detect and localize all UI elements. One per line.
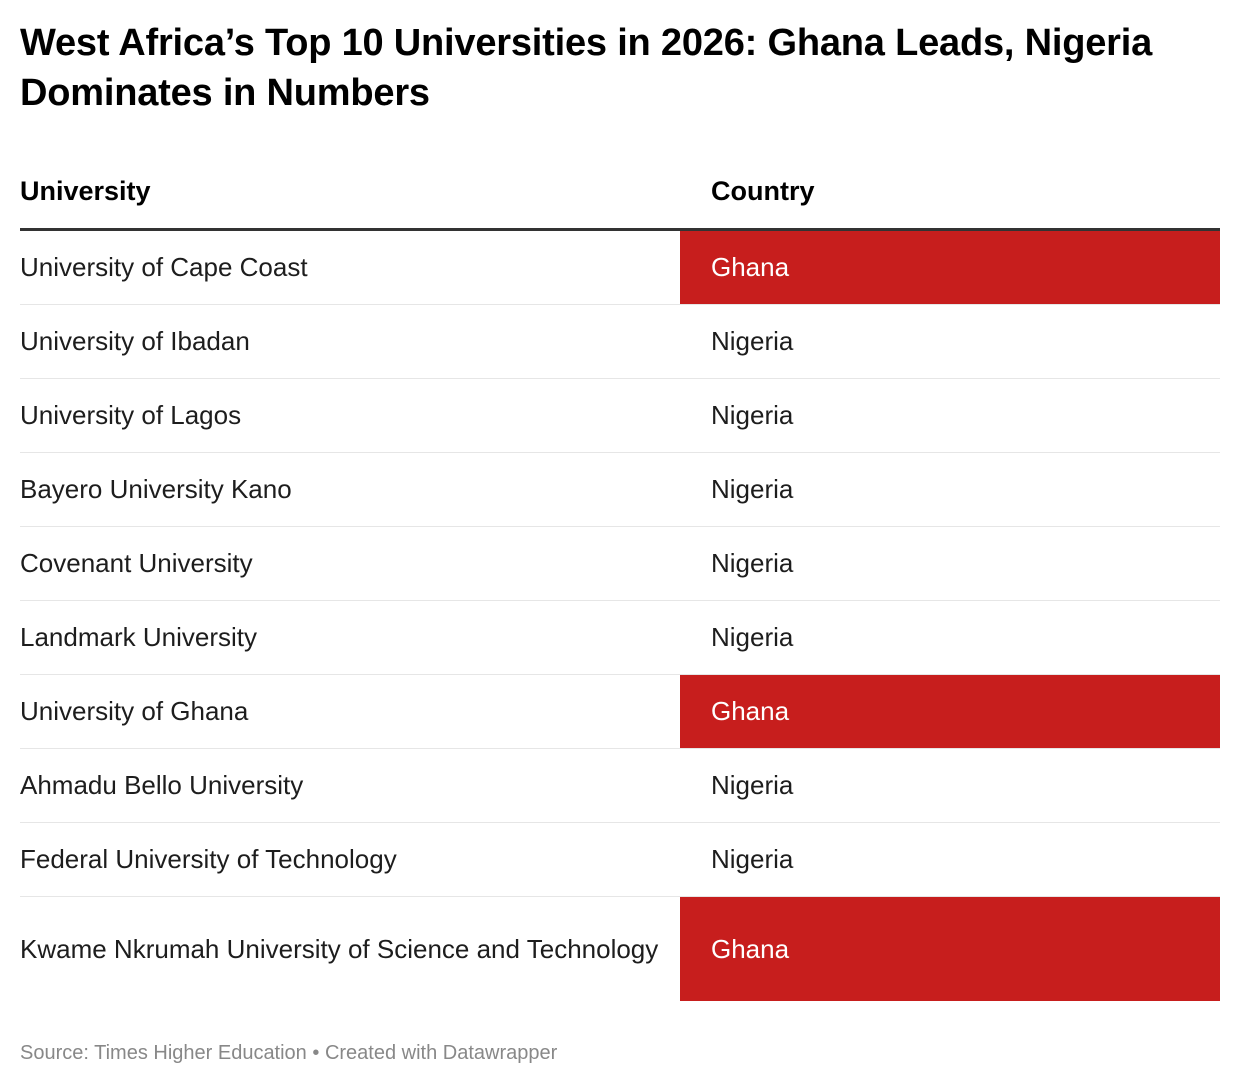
table-row: University of Ghana Ghana (20, 675, 1220, 749)
country-cell: Nigeria (711, 770, 794, 800)
footer-separator: • (312, 1042, 320, 1064)
chart-title: West Africa’s Top 10 Universities in 202… (20, 22, 1153, 114)
university-cell: Bayero University Kano (20, 474, 292, 504)
university-cell: University of Lagos (20, 400, 242, 430)
table-row: University of Lagos Nigeria (20, 379, 1220, 453)
table-row: Ahmadu Bello University Nigeria (20, 749, 1220, 823)
university-cell: Ahmadu Bello University (20, 770, 304, 800)
country-cell: Nigeria (711, 622, 794, 652)
country-cell-highlighted: Ghana (680, 675, 1220, 748)
university-cell: Landmark University (20, 622, 257, 652)
university-cell: University of Ghana (20, 696, 249, 726)
country-cell: Nigeria (711, 400, 794, 430)
table-row: University of Cape Coast Ghana (20, 231, 1220, 305)
table-row: Landmark University Nigeria (20, 601, 1220, 675)
column-header-country[interactable]: Country (711, 176, 815, 206)
column-header-university[interactable]: University (20, 176, 151, 206)
credit-note: Created with Datawrapper (324, 1042, 558, 1064)
country-cell: Nigeria (711, 844, 794, 874)
university-cell: Covenant University (20, 548, 253, 578)
university-cell: Federal University of Technology (20, 844, 397, 874)
country-cell-highlighted: Ghana (680, 897, 1220, 1001)
table-header: University Country (20, 160, 1220, 231)
table-body: University of Cape Coast Ghana University … (20, 231, 1220, 1001)
table-row: Covenant University Nigeria (20, 527, 1220, 601)
university-cell: University of Ibadan (20, 326, 250, 356)
country-cell: Nigeria (711, 474, 794, 504)
footer: Source: Times Higher Education • Created… (20, 1042, 557, 1065)
country-cell: Nigeria (711, 326, 794, 356)
university-cell: Kwame Nkrumah University of Science and … (20, 933, 659, 964)
country-cell: Nigeria (711, 548, 794, 578)
university-table: University Country University of Cape Co… (20, 160, 1220, 1001)
university-cell: University of Cape Coast (20, 252, 308, 282)
country-cell-highlighted: Ghana (680, 231, 1220, 304)
table-row: Bayero University Kano Nigeria (20, 453, 1220, 527)
table-row: Federal University of Technology Nigeria (20, 823, 1220, 897)
source-note: Source: Times Higher Education (20, 1042, 307, 1064)
table-row: University of Ibadan Nigeria (20, 305, 1220, 379)
table-row: Kwame Nkrumah University of Science and … (20, 897, 1220, 1001)
